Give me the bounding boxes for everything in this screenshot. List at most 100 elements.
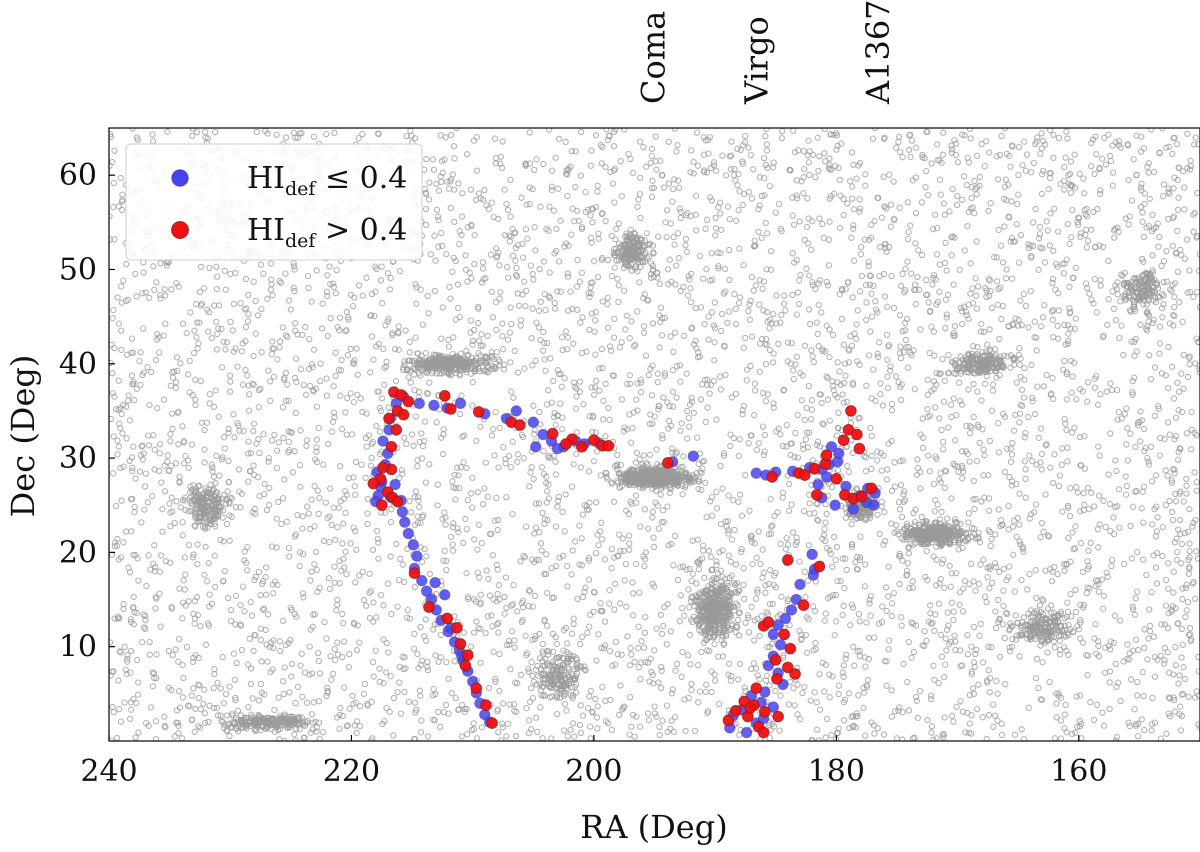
background-galaxy-point — [796, 218, 803, 225]
background-galaxy-point — [958, 196, 966, 203]
background-galaxy-point — [1016, 259, 1023, 266]
background-galaxy-point — [592, 695, 599, 703]
background-galaxy-point — [1067, 189, 1075, 197]
background-galaxy-point — [801, 416, 808, 424]
background-galaxy-point — [221, 567, 228, 575]
background-galaxy-point — [1124, 457, 1132, 464]
background-galaxy-point — [881, 509, 888, 516]
background-galaxy-point — [848, 713, 855, 720]
background-galaxy-point — [494, 526, 501, 534]
background-galaxy-point — [1144, 310, 1151, 318]
background-galaxy-point — [449, 547, 457, 554]
background-galaxy-point — [702, 479, 709, 487]
background-galaxy-point — [169, 651, 177, 659]
background-galaxy-point — [1153, 580, 1161, 587]
background-galaxy-point — [1047, 210, 1054, 217]
background-galaxy-point — [885, 243, 893, 251]
background-galaxy-point — [1017, 373, 1024, 381]
background-galaxy-point — [368, 454, 375, 461]
background-galaxy-point — [510, 581, 517, 589]
background-galaxy-point — [496, 295, 503, 302]
background-galaxy-point — [679, 604, 686, 612]
background-galaxy-point — [888, 407, 896, 414]
background-galaxy-point — [1116, 524, 1123, 531]
background-galaxy-point — [825, 262, 833, 269]
background-galaxy-point — [1140, 145, 1148, 152]
background-galaxy-point — [933, 556, 940, 563]
background-galaxy-point — [572, 183, 579, 191]
background-galaxy-point — [598, 519, 605, 526]
background-galaxy-point — [687, 299, 695, 306]
background-galaxy-point — [805, 616, 812, 623]
background-galaxy-point — [975, 580, 983, 588]
background-galaxy-point — [445, 343, 453, 350]
background-galaxy-point — [119, 191, 126, 198]
background-galaxy-point — [966, 458, 973, 465]
background-galaxy-point — [1146, 352, 1153, 359]
background-galaxy-point — [693, 129, 701, 136]
background-galaxy-point — [328, 428, 335, 435]
background-galaxy-point — [253, 128, 261, 136]
background-galaxy-point — [340, 520, 347, 527]
background-galaxy-point — [713, 561, 720, 569]
background-galaxy-point — [711, 641, 718, 648]
background-galaxy-point — [511, 347, 518, 355]
background-galaxy-point — [778, 593, 785, 600]
background-galaxy-point — [370, 599, 377, 606]
background-galaxy-point — [878, 467, 885, 474]
background-galaxy-point — [110, 306, 117, 314]
background-galaxy-point — [849, 195, 856, 202]
background-galaxy-point — [768, 530, 775, 537]
background-galaxy-point — [220, 338, 227, 345]
background-galaxy-point — [795, 300, 803, 308]
background-galaxy-point — [1071, 424, 1078, 432]
background-galaxy-point — [1174, 227, 1181, 235]
background-galaxy-point — [763, 230, 771, 237]
background-galaxy-point — [591, 258, 598, 265]
background-galaxy-point — [732, 320, 740, 328]
background-galaxy-point — [1192, 595, 1199, 602]
background-galaxy-point — [949, 185, 956, 193]
background-galaxy-point — [450, 186, 458, 193]
background-galaxy-point — [594, 188, 601, 195]
background-galaxy-point — [713, 167, 720, 174]
background-galaxy-point — [853, 710, 861, 717]
background-galaxy-point — [674, 177, 682, 184]
background-galaxy-point — [491, 452, 498, 459]
background-galaxy-point — [888, 487, 896, 494]
background-galaxy-point — [589, 219, 596, 226]
background-galaxy-point — [441, 509, 448, 516]
background-galaxy-point — [1049, 316, 1056, 323]
background-galaxy-point — [909, 584, 916, 591]
background-galaxy-point — [242, 323, 250, 331]
background-galaxy-point — [1181, 206, 1188, 213]
background-galaxy-point — [598, 160, 605, 167]
background-galaxy-point — [895, 138, 902, 146]
background-galaxy-point — [564, 334, 572, 341]
background-galaxy-point — [696, 252, 703, 260]
background-galaxy-point — [1124, 425, 1131, 432]
background-galaxy-point — [286, 689, 293, 696]
background-galaxy-point — [521, 278, 528, 285]
background-galaxy-point — [674, 230, 682, 237]
background-galaxy-point — [1172, 662, 1179, 669]
background-galaxy-point — [499, 320, 506, 327]
background-galaxy-point — [331, 656, 339, 664]
background-galaxy-point — [986, 149, 993, 156]
background-galaxy-point — [745, 144, 752, 151]
background-galaxy-point — [346, 705, 353, 712]
background-galaxy-point — [333, 266, 340, 274]
background-galaxy-point — [684, 652, 692, 659]
background-galaxy-point — [578, 633, 586, 641]
background-galaxy-point — [986, 585, 993, 592]
background-galaxy-point — [1134, 421, 1142, 429]
background-galaxy-point — [745, 440, 752, 447]
background-galaxy-point — [839, 611, 846, 619]
background-galaxy-point — [481, 186, 488, 194]
background-galaxy-point — [1179, 641, 1186, 648]
background-galaxy-point — [315, 424, 322, 432]
background-galaxy-point — [363, 274, 370, 281]
background-galaxy-point — [463, 464, 470, 472]
background-galaxy-point — [1188, 409, 1195, 416]
background-galaxy-point — [1010, 517, 1018, 524]
